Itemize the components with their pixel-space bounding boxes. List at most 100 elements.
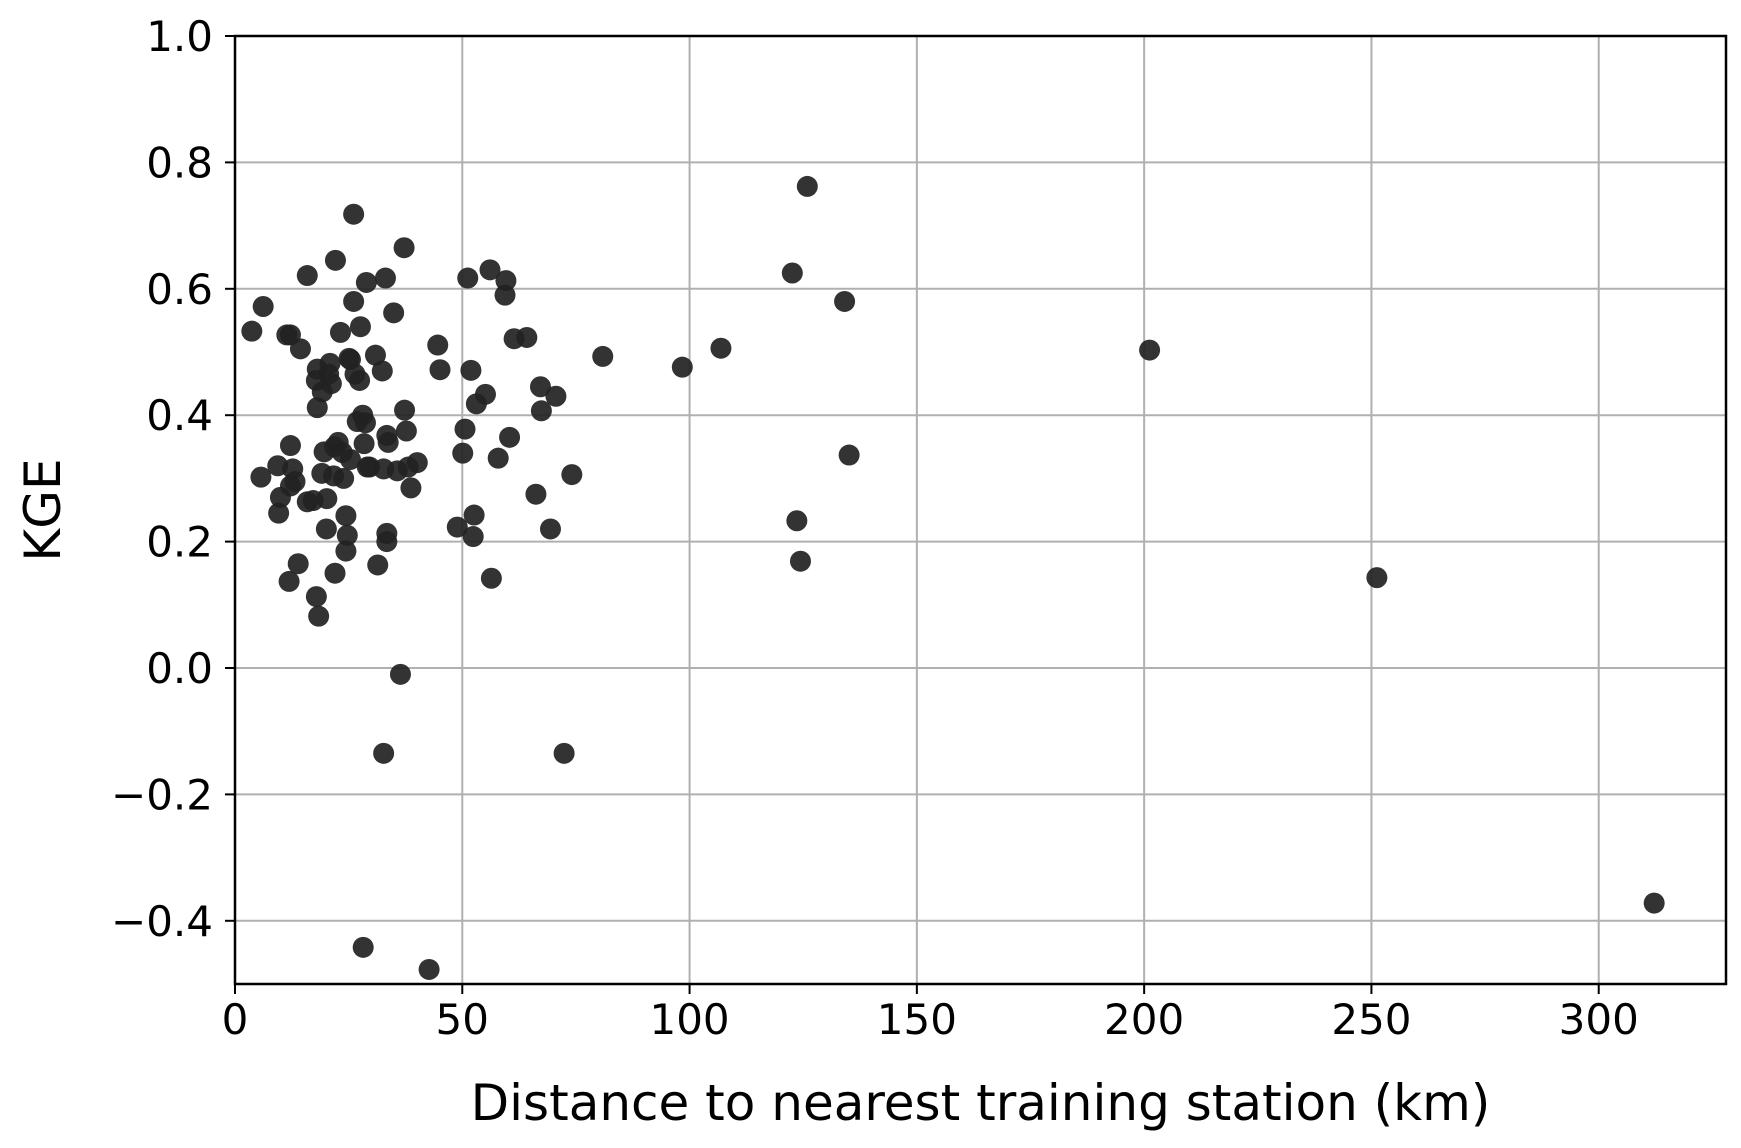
data-point bbox=[1366, 567, 1388, 589]
x-tick-label: 300 bbox=[1559, 995, 1639, 1044]
data-point bbox=[495, 270, 517, 292]
data-point bbox=[671, 356, 693, 378]
y-tick-label: 0.2 bbox=[146, 518, 213, 567]
data-point bbox=[250, 466, 272, 488]
data-point bbox=[252, 295, 274, 317]
axis-ticks: 0 50 100 150 200 250 300 −0.4 −0.2 0.0 0.2 0.4 0.6 0.… bbox=[111, 12, 1639, 1044]
data-point bbox=[454, 418, 476, 440]
x-tick-label: 250 bbox=[1331, 995, 1411, 1044]
data-point bbox=[335, 505, 357, 527]
data-point bbox=[367, 554, 389, 576]
y-tick-label: 0.4 bbox=[146, 391, 213, 440]
data-point bbox=[460, 359, 482, 381]
data-point bbox=[553, 742, 575, 764]
data-point bbox=[289, 338, 311, 360]
data-point bbox=[463, 504, 485, 526]
data-point bbox=[320, 373, 342, 395]
data-points bbox=[241, 175, 1665, 980]
y-tick-label: 1.0 bbox=[146, 12, 213, 61]
data-point bbox=[343, 290, 365, 312]
data-point bbox=[287, 553, 309, 575]
data-point bbox=[462, 526, 484, 548]
data-point bbox=[561, 464, 583, 486]
x-tick-label: 100 bbox=[649, 995, 729, 1044]
data-point bbox=[324, 249, 346, 271]
data-point bbox=[479, 259, 501, 281]
data-point bbox=[376, 424, 398, 446]
data-point bbox=[796, 175, 818, 197]
data-point bbox=[487, 447, 509, 469]
data-point bbox=[529, 376, 551, 398]
y-axis-label: KGE bbox=[14, 458, 72, 561]
y-tick-label: −0.2 bbox=[111, 770, 213, 819]
data-point bbox=[383, 302, 405, 324]
data-point bbox=[279, 435, 301, 457]
data-point bbox=[781, 262, 803, 284]
data-point bbox=[838, 444, 860, 466]
data-point bbox=[324, 562, 346, 584]
data-point bbox=[395, 420, 417, 442]
data-point bbox=[786, 510, 808, 532]
data-point bbox=[353, 433, 375, 455]
data-point bbox=[308, 605, 330, 627]
data-point bbox=[336, 524, 358, 546]
data-point bbox=[592, 345, 614, 367]
y-tick-label: 0.8 bbox=[146, 138, 213, 187]
data-point bbox=[376, 531, 398, 553]
data-point bbox=[394, 399, 416, 421]
data-point bbox=[335, 540, 357, 562]
data-point bbox=[446, 516, 468, 538]
data-point bbox=[364, 344, 386, 366]
data-point bbox=[339, 448, 361, 470]
data-point bbox=[710, 337, 732, 359]
data-point bbox=[452, 442, 474, 464]
data-point bbox=[305, 586, 327, 608]
data-point bbox=[789, 550, 811, 572]
data-point bbox=[371, 360, 393, 382]
y-tick-label: 0.0 bbox=[146, 644, 213, 693]
x-tick-label: 200 bbox=[1104, 995, 1184, 1044]
data-point bbox=[545, 385, 567, 407]
data-point bbox=[389, 663, 411, 685]
data-point bbox=[352, 936, 374, 958]
data-point bbox=[474, 383, 496, 405]
data-point bbox=[296, 265, 318, 287]
data-point bbox=[319, 352, 341, 374]
data-point bbox=[400, 477, 422, 499]
data-point bbox=[1139, 339, 1161, 361]
data-point bbox=[278, 570, 300, 592]
x-tick-label: 150 bbox=[877, 995, 957, 1044]
data-point bbox=[268, 502, 290, 524]
data-point bbox=[374, 267, 396, 289]
data-point bbox=[406, 452, 428, 474]
data-point bbox=[457, 267, 479, 289]
data-point bbox=[393, 237, 415, 259]
data-point bbox=[315, 518, 337, 540]
data-point bbox=[480, 567, 502, 589]
x-axis-label: Distance to nearest training station (km… bbox=[471, 1074, 1491, 1132]
data-point bbox=[349, 316, 371, 338]
y-tick-label: −0.4 bbox=[111, 897, 213, 946]
data-point bbox=[355, 271, 377, 293]
data-point bbox=[373, 742, 395, 764]
grid bbox=[234, 35, 1726, 984]
data-point bbox=[530, 400, 552, 422]
data-point bbox=[349, 369, 371, 391]
data-point bbox=[429, 359, 451, 381]
data-point bbox=[333, 467, 355, 489]
data-point bbox=[329, 321, 351, 343]
data-point bbox=[354, 412, 376, 434]
x-tick-label: 0 bbox=[222, 995, 249, 1044]
data-point bbox=[418, 958, 440, 980]
data-point bbox=[306, 397, 328, 419]
data-point bbox=[1643, 892, 1665, 914]
data-point bbox=[427, 334, 449, 356]
data-point bbox=[525, 483, 547, 505]
data-point bbox=[499, 426, 521, 448]
plot-frame bbox=[233, 34, 1728, 986]
data-point bbox=[241, 320, 263, 342]
x-tick-label: 50 bbox=[436, 995, 489, 1044]
data-point bbox=[316, 488, 338, 510]
